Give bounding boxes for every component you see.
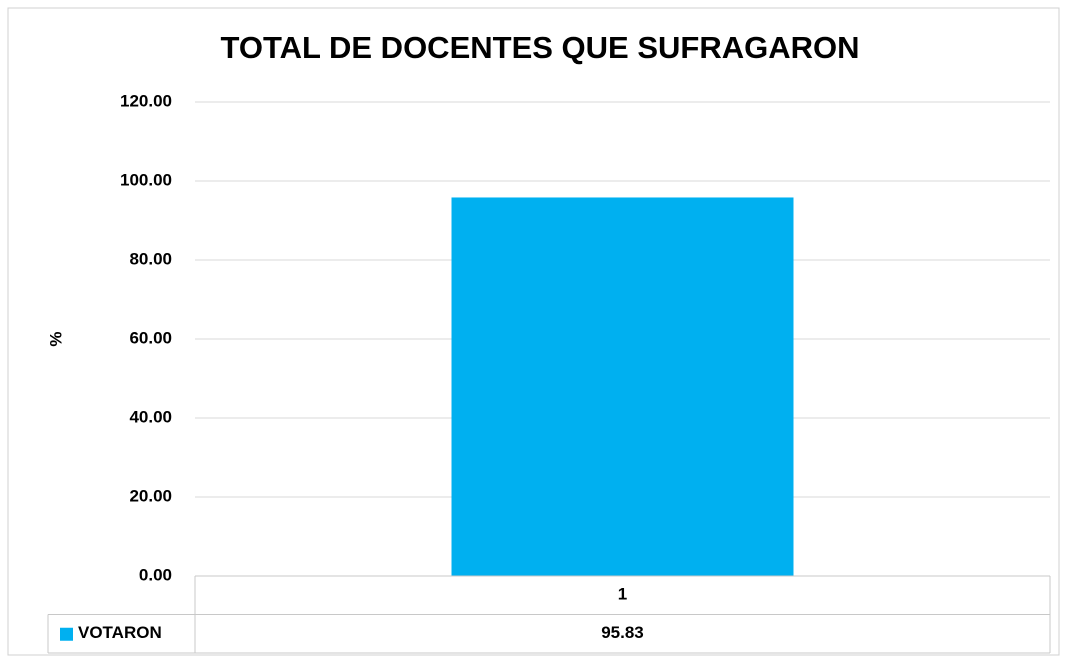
y-tick-label: 0.00 [139, 565, 172, 584]
y-axis-label: % [46, 331, 65, 346]
legend-key [60, 627, 73, 641]
y-tick-label: 100.00 [120, 170, 172, 189]
y-tick-label: 80.00 [129, 249, 172, 268]
y-tick-label: 20.00 [129, 486, 172, 505]
y-tick-label: 120.00 [120, 91, 172, 110]
chart-title: TOTAL DE DOCENTES QUE SUFRAGARON [221, 30, 860, 65]
x-tick-label: 1 [618, 585, 627, 604]
data-table-value: 95.83 [601, 623, 644, 642]
legend-label: VOTARON [78, 623, 162, 642]
bar [451, 197, 794, 576]
y-tick-label: 40.00 [129, 407, 172, 426]
y-tick-label: 60.00 [129, 328, 172, 347]
